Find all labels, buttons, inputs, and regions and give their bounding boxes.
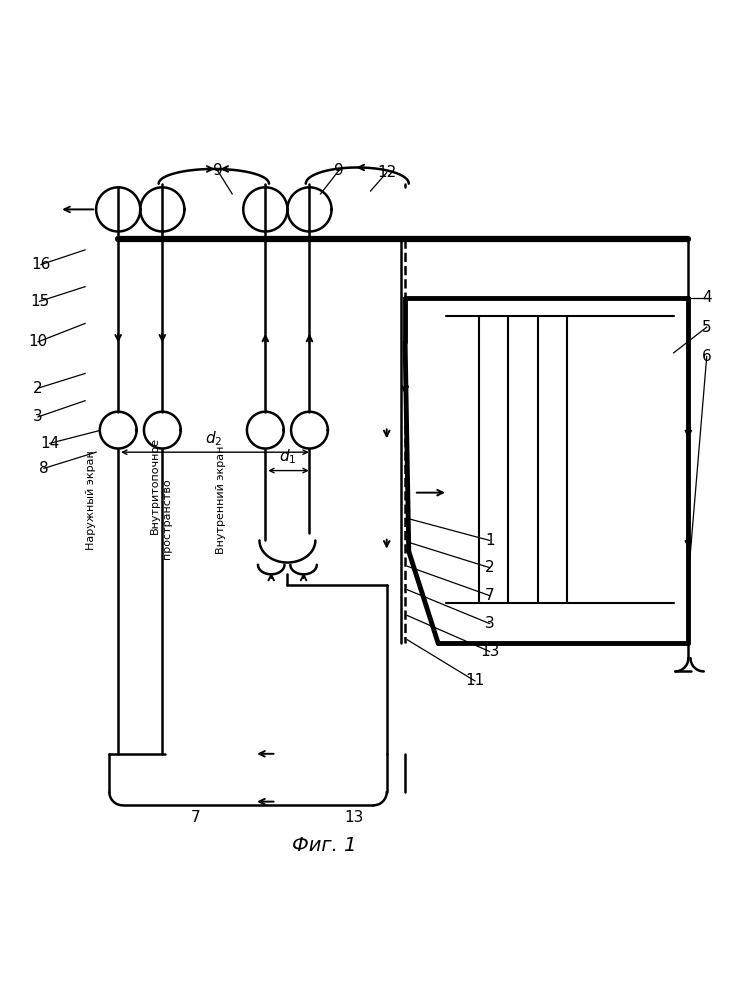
Text: Наружный экран: Наружный экран <box>86 450 96 550</box>
Text: 12: 12 <box>377 165 397 180</box>
Text: Внутритопочное: Внутритопочное <box>150 437 160 534</box>
Text: 2: 2 <box>33 381 43 396</box>
Text: 9: 9 <box>213 163 222 178</box>
Text: 2: 2 <box>485 560 495 575</box>
Text: Фиг. 1: Фиг. 1 <box>292 836 356 855</box>
Text: 8: 8 <box>39 461 48 476</box>
Text: 10: 10 <box>28 334 48 349</box>
Text: 3: 3 <box>485 616 495 631</box>
Text: Внутренний экран: Внутренний экран <box>217 446 226 554</box>
Text: 11: 11 <box>465 673 484 688</box>
Text: 15: 15 <box>30 294 49 309</box>
Text: 13: 13 <box>480 644 499 659</box>
Text: 7: 7 <box>190 810 200 825</box>
Text: 4: 4 <box>702 290 711 305</box>
Text: 5: 5 <box>702 320 711 335</box>
Text: 7: 7 <box>485 588 495 603</box>
Text: 14: 14 <box>40 436 60 451</box>
Text: 6: 6 <box>702 349 711 364</box>
Text: 13: 13 <box>344 810 363 825</box>
Text: $d_1$: $d_1$ <box>279 448 296 466</box>
Text: 3: 3 <box>33 409 43 424</box>
Text: 9: 9 <box>334 163 344 178</box>
Text: 1: 1 <box>485 533 495 548</box>
Text: пространство: пространство <box>162 478 173 559</box>
Text: $d_2$: $d_2$ <box>205 429 222 448</box>
Text: 16: 16 <box>31 257 51 272</box>
